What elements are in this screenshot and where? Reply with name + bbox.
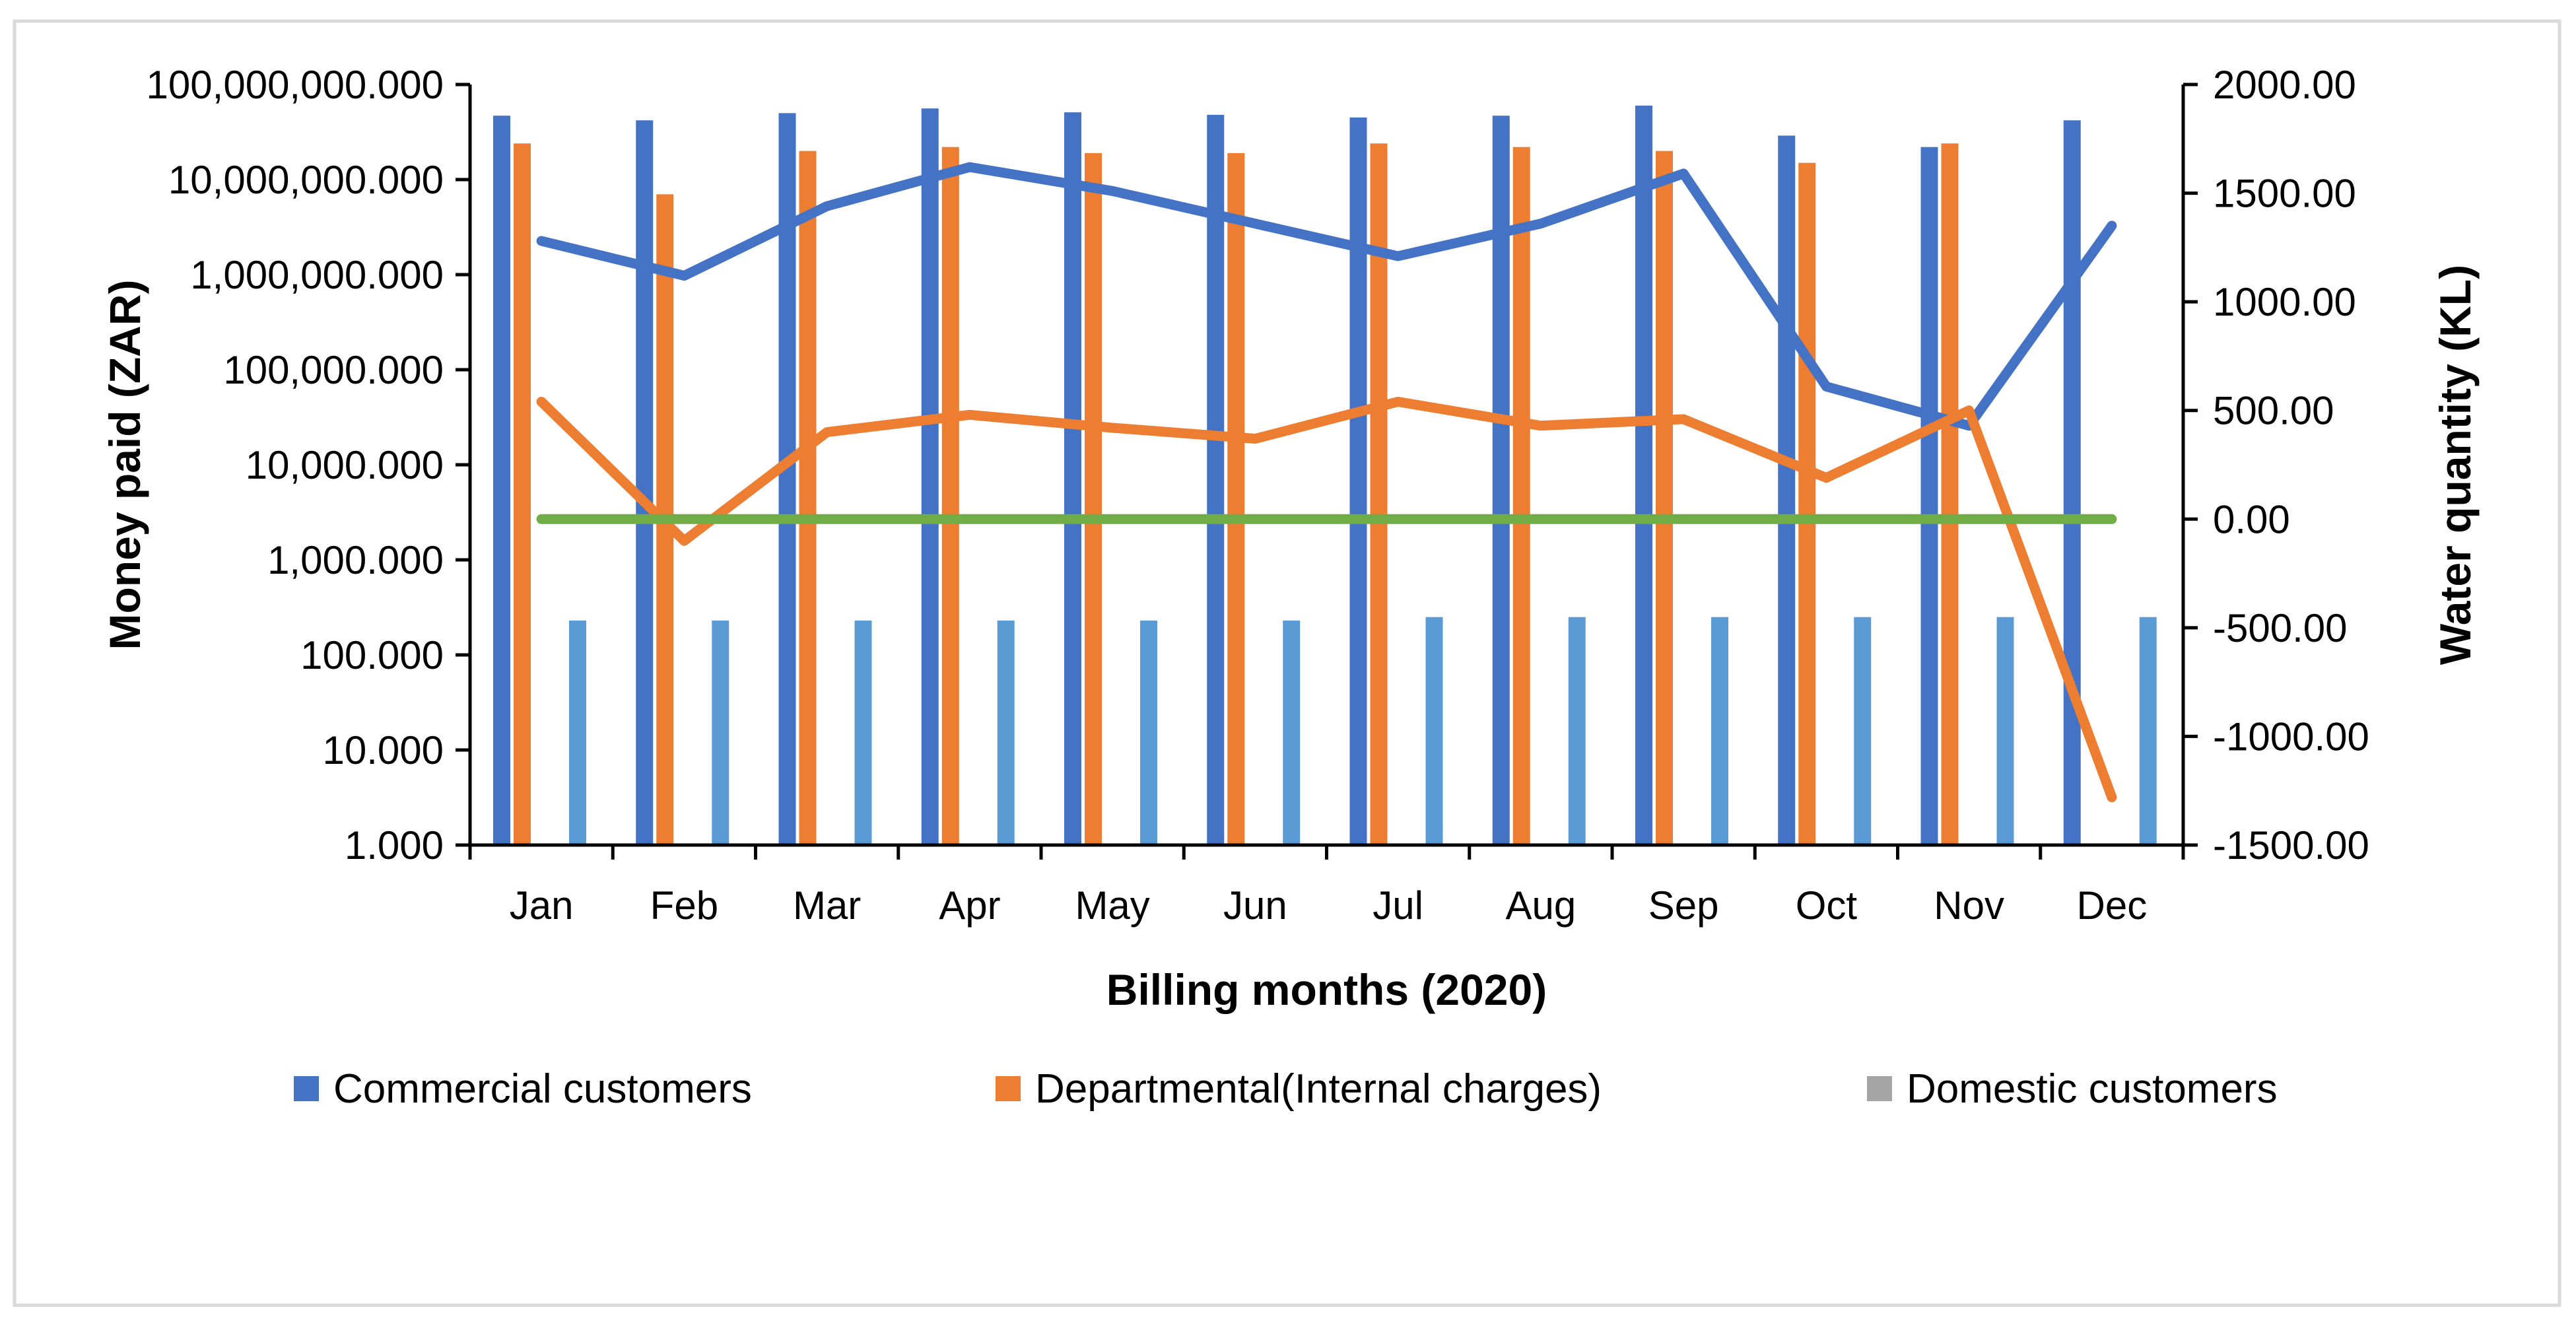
right-tick-label: 2000.00 [2213, 63, 2356, 107]
bar-series2-oct [1854, 617, 1872, 845]
left-tick-label: 1,000.000 [267, 538, 444, 582]
left-tick-label: 10,000.000 [246, 443, 444, 487]
x-tick-label-may: May [1075, 883, 1149, 928]
bar-series0-oct [1778, 135, 1796, 846]
bar-series2-mar [854, 620, 872, 845]
left-axis-title: Money paid (ZAR) [100, 280, 149, 650]
bar-series2-apr [997, 620, 1015, 845]
x-tick-label-jul: Jul [1373, 883, 1423, 928]
right-tick-label: 0.00 [2213, 497, 2290, 541]
legend-swatch-1 [996, 1076, 1021, 1101]
bar-series0-feb [636, 120, 654, 846]
bar-series0-mar [778, 113, 796, 846]
bar-series1-apr [941, 147, 959, 845]
line-series0 [536, 162, 2117, 431]
x-tick-label-aug: Aug [1505, 883, 1576, 928]
bar-series1-sep [1656, 151, 1673, 845]
legend-label-2: Domestic customers [1907, 1066, 2278, 1112]
bar-series1-may [1085, 153, 1102, 845]
bar-series1-aug [1512, 147, 1530, 845]
bar-series2-feb [712, 620, 729, 845]
x-axis-title: Billing months (2020) [1106, 965, 1547, 1014]
left-tick-label: 100,000,000.000 [147, 63, 444, 107]
bar-series2-jun [1283, 620, 1301, 845]
right-tick-label: 1500.00 [2213, 172, 2356, 216]
x-tick-label-sep: Sep [1648, 883, 1719, 928]
x-tick-label-jun: Jun [1223, 883, 1287, 928]
x-tick-label-nov: Nov [1934, 883, 2004, 928]
x-tick-label-oct: Oct [1796, 883, 1858, 928]
legend-label-1: Departmental(Internal charges) [1035, 1066, 1602, 1112]
bar-series2-sep [1711, 617, 1728, 845]
x-tick-label-feb: Feb [650, 883, 718, 928]
left-tick-label: 1.000 [345, 823, 444, 868]
left-tick-label: 10.000 [322, 728, 444, 772]
left-tick-label: 1,000,000.000 [190, 253, 444, 297]
bars-layer [493, 105, 2157, 846]
bar-series2-jan [569, 620, 586, 845]
legend-swatch-0 [294, 1076, 319, 1101]
x-tick-label-mar: Mar [793, 883, 861, 928]
left-tick-label: 100,000.000 [223, 348, 444, 392]
bar-series0-apr [921, 108, 939, 845]
right-tick-label: -500.00 [2213, 606, 2348, 650]
x-tick-label-jan: Jan [510, 883, 574, 928]
bar-series0-nov [1920, 147, 1938, 845]
line-series1 [536, 397, 2117, 803]
bar-series0-jul [1349, 117, 1367, 846]
right-axis-title: Water quantity (KL) [2431, 265, 2480, 665]
x-tick-label-apr: Apr [939, 883, 1000, 928]
lines-layer [536, 162, 2117, 803]
bar-series0-sep [1635, 105, 1652, 846]
bar-series1-oct [1798, 162, 1816, 846]
bar-series1-jul [1370, 143, 1388, 845]
right-tick-label: -1000.00 [2213, 714, 2369, 759]
left-tick-label: 10,000,000.000 [168, 158, 444, 202]
x-tick-label-dec: Dec [2077, 883, 2148, 928]
bar-series2-dec [2139, 617, 2157, 845]
bar-series2-nov [1996, 617, 2014, 845]
bar-series0-jan [493, 116, 510, 846]
bar-series0-aug [1492, 116, 1510, 846]
axes-layer: 1.000 10.000 100.000 1,000.000 10,000.000 100… [100, 63, 2480, 1014]
bar-series0-jun [1207, 114, 1225, 846]
bar-series1-jan [514, 143, 531, 845]
legend-swatch-2 [1867, 1076, 1892, 1101]
legend-label-0: Commercial customers [333, 1066, 752, 1112]
bar-series1-jun [1227, 153, 1245, 845]
right-tick-label: -1500.00 [2213, 823, 2369, 868]
bar-series2-aug [1568, 617, 1586, 845]
bar-series1-nov [1941, 143, 1959, 845]
bar-series1-mar [799, 151, 817, 845]
legend: Commercial customers Departmental(Interna… [294, 1066, 2278, 1112]
bar-series0-may [1064, 112, 1081, 846]
bar-series2-may [1140, 620, 1157, 845]
right-tick-label: 1000.00 [2213, 280, 2356, 324]
bar-series0-dec [2063, 120, 2081, 846]
right-tick-label: 500.00 [2213, 389, 2334, 433]
left-tick-label: 100.000 [300, 633, 444, 677]
bar-series2-jul [1425, 617, 1443, 845]
